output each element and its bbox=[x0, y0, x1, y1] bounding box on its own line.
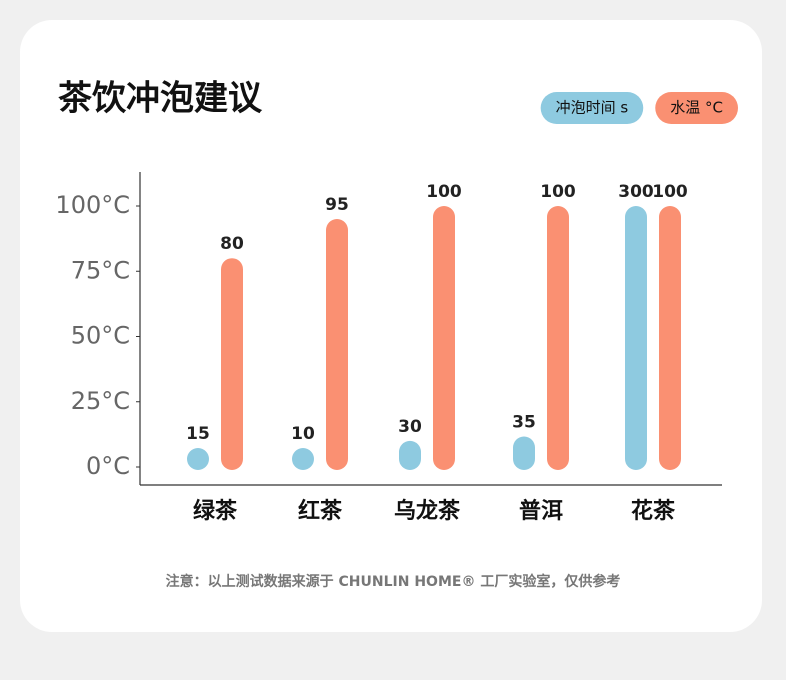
y-tick-label: 0°C bbox=[86, 452, 130, 480]
y-tick-label: 50°C bbox=[71, 322, 130, 350]
legend-pill bbox=[540, 92, 644, 124]
bar bbox=[187, 448, 209, 470]
y-tick-label: 25°C bbox=[71, 387, 130, 415]
y-tick-label: 75°C bbox=[71, 256, 130, 284]
legend-pill bbox=[655, 92, 738, 124]
data-label: 100 bbox=[540, 182, 576, 202]
data-label: 300 bbox=[618, 182, 654, 202]
x-tick-label: 绿茶 bbox=[193, 498, 238, 524]
y-tick-label: 100°C bbox=[55, 191, 130, 219]
bar bbox=[547, 206, 569, 470]
data-label: 15 bbox=[186, 424, 210, 444]
bar bbox=[292, 448, 314, 470]
data-label: 30 bbox=[398, 417, 422, 437]
data-label: 95 bbox=[325, 195, 349, 215]
data-label: 10 bbox=[291, 424, 315, 444]
card bbox=[20, 20, 762, 632]
bar bbox=[659, 206, 681, 470]
bar bbox=[221, 258, 243, 470]
data-label: 35 bbox=[512, 413, 536, 433]
legend-label: 水温 °C bbox=[670, 99, 723, 117]
legend-label: 冲泡时间 s bbox=[556, 99, 629, 117]
x-tick-label: 红茶 bbox=[298, 498, 343, 524]
x-tick-label: 普洱 bbox=[519, 498, 563, 524]
x-tick-label: 花茶 bbox=[631, 498, 676, 524]
data-label: 100 bbox=[652, 182, 688, 202]
data-label: 80 bbox=[220, 234, 244, 254]
bar bbox=[326, 219, 348, 470]
bar bbox=[399, 440, 421, 470]
data-label: 100 bbox=[426, 182, 462, 202]
x-tick-label: 乌龙茶 bbox=[394, 498, 461, 524]
footnote: 注意：以上测试数据来源于 CHUNLIN HOME® 工厂实验室，仅供参考 bbox=[166, 573, 621, 590]
bar bbox=[433, 206, 455, 470]
bar bbox=[513, 436, 535, 470]
chart-title: 茶饮冲泡建议 bbox=[58, 79, 263, 119]
bar bbox=[625, 206, 647, 470]
